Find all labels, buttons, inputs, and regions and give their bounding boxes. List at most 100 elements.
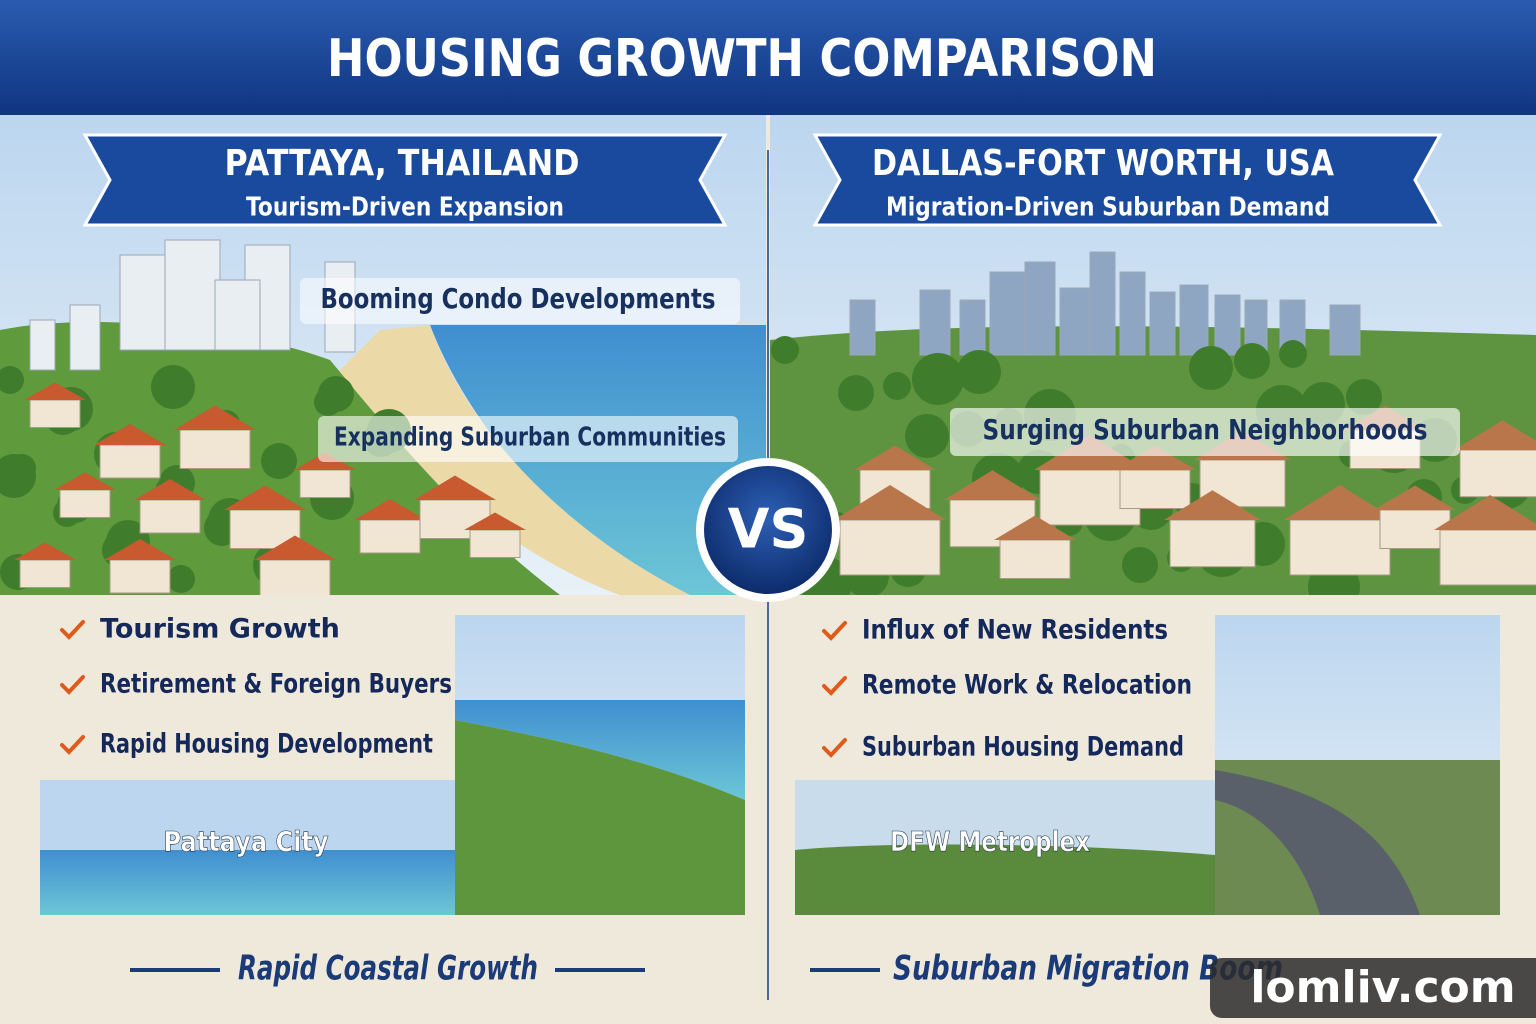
tower xyxy=(1024,261,1056,356)
tree xyxy=(167,565,195,593)
house-roof xyxy=(834,485,946,520)
house-roof xyxy=(1434,495,1536,530)
check-icon xyxy=(822,676,847,696)
inset-label: Pattaya City xyxy=(164,825,329,858)
tree xyxy=(1122,547,1158,583)
house-wall xyxy=(29,399,81,428)
left-strip-sea xyxy=(40,850,455,915)
tower xyxy=(29,319,56,371)
house-roof xyxy=(1164,490,1261,520)
tree xyxy=(1189,346,1233,390)
house-wall xyxy=(999,539,1071,579)
tower xyxy=(1214,294,1241,356)
left-ribbon xyxy=(82,133,728,227)
tower xyxy=(1089,251,1116,356)
house-roof xyxy=(54,472,116,490)
vs-text: VS xyxy=(728,498,809,561)
house-roof xyxy=(24,382,86,400)
house-roof xyxy=(854,445,936,470)
left-subtitle: Tourism-Driven Expansion xyxy=(246,193,564,223)
scene-label: Surging Suburban Neighborhoods xyxy=(983,413,1428,446)
tower xyxy=(989,271,1026,356)
header-banner xyxy=(0,0,1536,115)
house-roof xyxy=(134,479,206,500)
house-roof xyxy=(994,515,1076,540)
house-wall xyxy=(359,519,421,554)
tree xyxy=(261,443,297,479)
tree xyxy=(1346,379,1382,415)
house-wall xyxy=(19,559,71,588)
tree xyxy=(318,376,354,412)
vs-badge xyxy=(704,466,832,594)
tree xyxy=(883,372,911,400)
tower xyxy=(959,299,986,356)
tower xyxy=(1329,304,1361,356)
house-wall xyxy=(839,519,941,576)
tree xyxy=(771,336,799,364)
tower xyxy=(214,279,261,351)
tree xyxy=(912,353,964,405)
house-roof xyxy=(1114,445,1196,470)
tower xyxy=(919,289,951,356)
bullet-text: Tourism Growth xyxy=(100,614,340,645)
house-roof xyxy=(354,499,426,520)
house-wall xyxy=(469,529,521,558)
bullet-text: Retirement & Foreign Buyers xyxy=(100,669,452,700)
house-roof xyxy=(254,535,336,560)
house-wall xyxy=(1169,519,1256,568)
left-photo-sea xyxy=(455,700,745,800)
house-roof xyxy=(104,539,176,560)
house-wall xyxy=(299,469,351,498)
watermark-box xyxy=(1210,958,1536,1018)
house-wall xyxy=(179,429,251,469)
label-backdrop xyxy=(300,278,740,324)
house-roof xyxy=(464,512,526,530)
house-wall xyxy=(1289,519,1391,576)
inset-label: DFW Metroplex xyxy=(890,825,1090,858)
scene-label: Expanding Suburban Communities xyxy=(334,423,726,453)
label-backdrop xyxy=(318,416,738,462)
bullet-text: Influx of New Residents xyxy=(862,615,1168,646)
tree xyxy=(8,454,36,482)
right-ribbon xyxy=(812,133,1443,227)
tree xyxy=(905,414,949,458)
house-roof xyxy=(414,475,496,500)
tree xyxy=(151,365,195,409)
house-wall xyxy=(1439,529,1536,586)
right-heading: DALLAS-FORT WORTH, USA xyxy=(872,143,1334,184)
tree xyxy=(1234,343,1270,379)
tower xyxy=(1149,291,1176,356)
left-footer: Rapid Coastal Growth xyxy=(238,949,538,989)
check-icon xyxy=(60,735,85,755)
tree xyxy=(957,350,1001,394)
tower xyxy=(1059,287,1091,356)
house-wall xyxy=(139,499,201,534)
bullet-text: Suburban Housing Demand xyxy=(862,732,1184,763)
check-icon xyxy=(60,620,85,640)
scene-label: Booming Condo Developments xyxy=(321,282,716,315)
house-roof xyxy=(224,485,306,510)
house-wall xyxy=(99,444,161,479)
left-heading: PATTAYA, THAILAND xyxy=(225,143,580,184)
house-wall xyxy=(1119,469,1191,509)
right-strip-land xyxy=(795,844,1215,915)
right-subtitle: Migration-Driven Suburban Demand xyxy=(886,193,1330,223)
page-title: HOUSING GROWTH COMPARISON xyxy=(327,29,1157,89)
house-roof xyxy=(1284,485,1396,520)
check-icon xyxy=(822,738,847,758)
left-photo-land xyxy=(455,720,745,915)
house-roof xyxy=(944,470,1041,500)
house-wall xyxy=(109,559,171,594)
house-roof xyxy=(1454,420,1536,450)
house-wall xyxy=(259,559,331,599)
tower xyxy=(1179,284,1209,356)
tower xyxy=(164,239,221,351)
tree xyxy=(0,366,24,394)
house-roof xyxy=(94,424,166,445)
tree xyxy=(838,375,874,411)
watermark: lomliv.com xyxy=(1250,962,1515,1013)
check-icon xyxy=(60,675,85,695)
